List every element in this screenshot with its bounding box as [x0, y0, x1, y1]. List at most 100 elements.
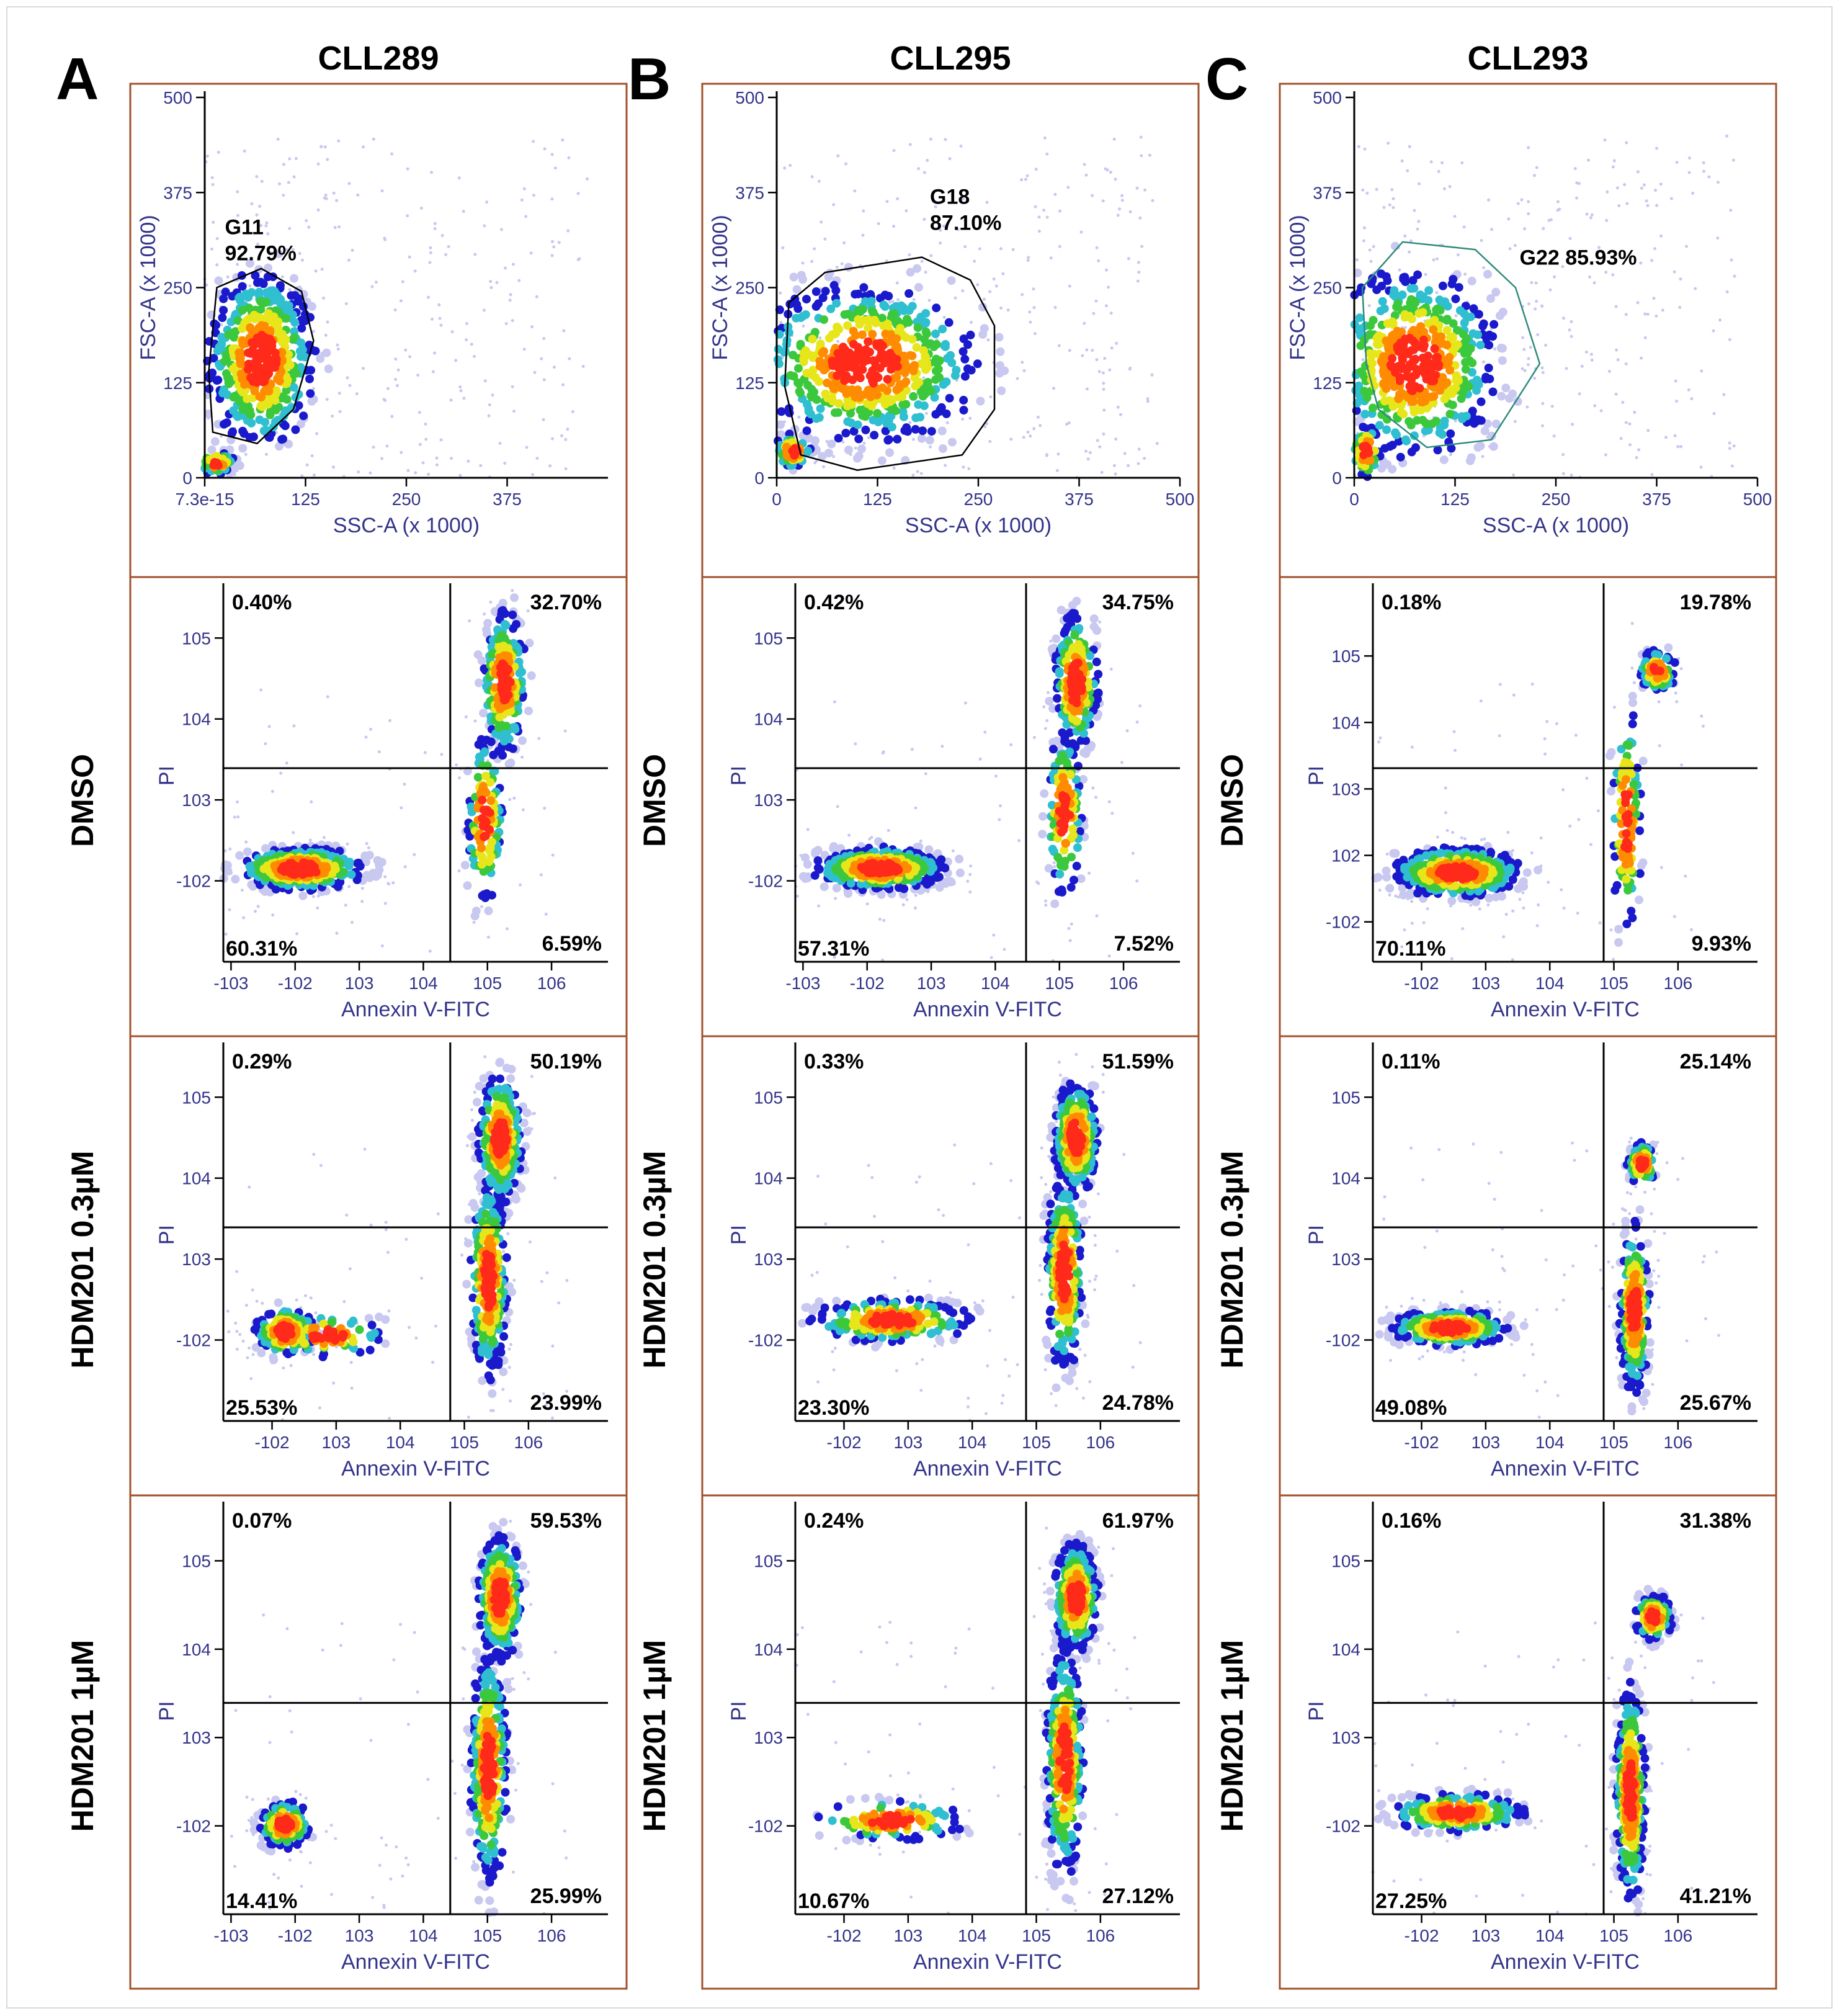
data-point: [1630, 666, 1634, 670]
data-point: [267, 725, 271, 728]
data-point: [1364, 444, 1372, 454]
data-point: [854, 742, 857, 746]
data-point: [212, 459, 221, 467]
data-point: [1592, 281, 1596, 285]
data-point: [1655, 314, 1658, 318]
data-point: [1645, 199, 1648, 203]
data-point: [387, 882, 391, 886]
data-point: [213, 375, 223, 385]
data-point: [1400, 159, 1404, 163]
data-point: [1369, 403, 1377, 413]
data-point: [281, 275, 284, 279]
x-axis-label: Annexin V-FITC: [913, 998, 1062, 1021]
data-point: [428, 261, 432, 264]
data-point: [896, 298, 900, 302]
data-point: [1410, 745, 1414, 749]
data-point: [1359, 423, 1368, 432]
data-point: [806, 828, 810, 831]
data-point: [244, 452, 248, 456]
data-point: [1578, 392, 1581, 396]
data-point: [1442, 326, 1452, 335]
data-point: [1511, 909, 1515, 913]
data-point: [483, 612, 486, 616]
data-point: [362, 871, 372, 880]
data-point: [939, 241, 942, 245]
data-point: [347, 182, 351, 186]
data-point: [1473, 443, 1483, 452]
data-point: [1104, 304, 1108, 308]
data-point: [489, 286, 493, 289]
data-point: [1094, 795, 1098, 799]
data-point: [424, 437, 428, 441]
data-point: [205, 283, 208, 287]
data-point: [944, 138, 947, 141]
data-point: [861, 233, 865, 237]
data-point: [510, 593, 519, 603]
data-point: [836, 805, 839, 809]
data-point: [924, 411, 928, 415]
data-point: [909, 392, 918, 401]
data-point: [287, 291, 296, 300]
data-point: [220, 323, 223, 326]
data-point: [289, 383, 298, 392]
data-point: [1116, 405, 1120, 409]
data-point: [1385, 884, 1395, 893]
data-point: [1544, 343, 1547, 347]
data-point: [1089, 614, 1099, 624]
data-point: [1110, 812, 1114, 815]
data-point: [482, 889, 491, 898]
data-point: [238, 282, 247, 291]
data-point: [524, 215, 528, 218]
data-point: [1527, 200, 1530, 204]
x-tick-label: 103: [345, 974, 374, 993]
data-point: [1486, 903, 1490, 907]
data-point: [1053, 694, 1062, 703]
y-tick-label: 105: [182, 629, 211, 648]
data-point: [1685, 244, 1688, 248]
data-point: [1417, 220, 1421, 223]
data-point: [1678, 305, 1682, 309]
data-point: [881, 751, 885, 755]
data-point: [942, 315, 946, 319]
data-point: [1529, 346, 1532, 349]
y-tick-label: 105: [754, 629, 783, 648]
data-point: [1439, 455, 1449, 464]
data-point: [1568, 824, 1572, 828]
data-point: [290, 274, 298, 283]
data-point: [316, 906, 319, 910]
data-point: [1103, 357, 1107, 361]
data-point: [377, 750, 381, 754]
data-point: [1052, 634, 1061, 643]
data-point: [1063, 783, 1072, 792]
data-point: [1513, 419, 1517, 423]
data-point: [1716, 236, 1720, 240]
data-point: [499, 228, 503, 231]
data-point: [467, 459, 470, 463]
data-point: [1585, 776, 1589, 780]
data-point: [1522, 868, 1532, 877]
data-point: [408, 355, 412, 359]
data-point: [1527, 357, 1530, 361]
data-point: [1102, 408, 1106, 412]
data-point: [287, 181, 290, 184]
data-point: [898, 400, 908, 410]
data-point: [857, 444, 866, 454]
data-point: [244, 401, 252, 411]
data-point: [1587, 158, 1590, 162]
data-point: [288, 226, 292, 230]
data-point: [1085, 348, 1089, 352]
data-point: [336, 343, 339, 347]
data-point: [1493, 347, 1497, 351]
data-point: [233, 473, 236, 477]
data-point: [917, 359, 926, 369]
data-point: [969, 864, 973, 868]
data-point: [472, 921, 476, 924]
data-point: [320, 267, 324, 271]
data-point: [431, 317, 434, 321]
data-point: [310, 800, 313, 804]
data-point: [1451, 294, 1460, 303]
data-point: [900, 306, 908, 315]
data-point: [891, 300, 895, 303]
data-point: [319, 145, 323, 149]
data-point: [551, 437, 554, 441]
